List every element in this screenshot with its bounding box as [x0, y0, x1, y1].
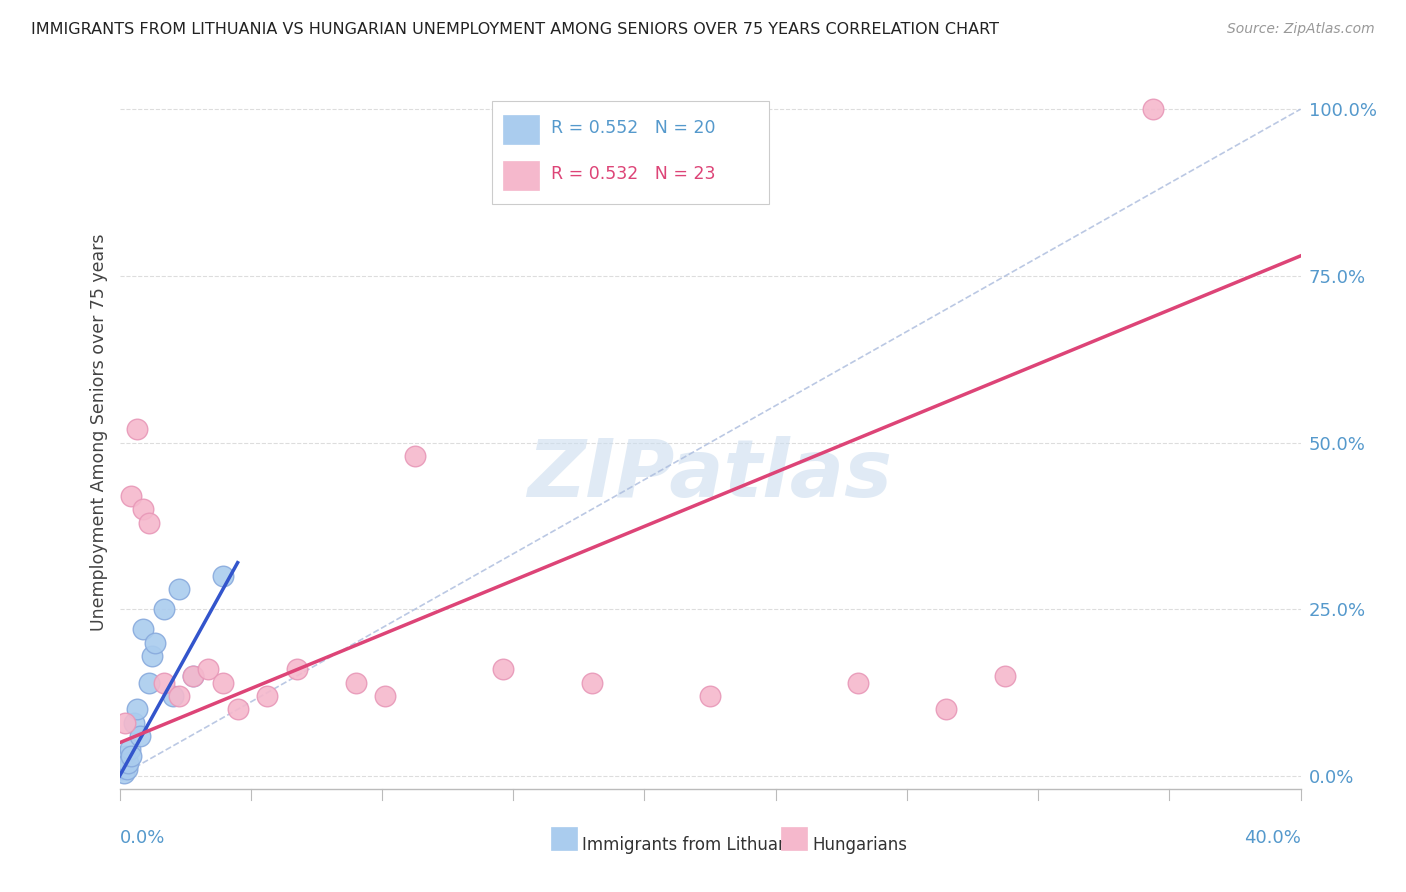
Point: [226, 702, 249, 716]
FancyBboxPatch shape: [780, 827, 807, 850]
Point: [167, 582, 190, 597]
Point: [344, 675, 367, 690]
Point: [162, 689, 184, 703]
Point: [285, 662, 308, 676]
Point: [118, 742, 141, 756]
Text: Hungarians: Hungarians: [813, 836, 908, 854]
Point: [935, 702, 957, 716]
Text: Immigrants from Lithuania: Immigrants from Lithuania: [582, 836, 804, 854]
Point: [138, 675, 160, 690]
Point: [143, 636, 166, 650]
Text: R = 0.552   N = 20: R = 0.552 N = 20: [551, 119, 716, 136]
Point: [994, 669, 1017, 683]
Text: 40.0%: 40.0%: [1244, 829, 1301, 847]
Point: [114, 715, 136, 730]
Point: [581, 675, 603, 690]
Point: [124, 715, 146, 730]
Point: [183, 669, 205, 683]
Point: [132, 623, 155, 637]
Point: [138, 516, 160, 530]
Point: [129, 729, 152, 743]
Text: Source: ZipAtlas.com: Source: ZipAtlas.com: [1227, 22, 1375, 37]
Point: [699, 689, 721, 703]
Point: [127, 422, 149, 436]
Point: [141, 648, 163, 663]
Point: [127, 702, 149, 716]
Point: [153, 675, 174, 690]
Point: [1142, 102, 1164, 116]
FancyBboxPatch shape: [492, 101, 769, 204]
Text: 0.0%: 0.0%: [120, 829, 165, 847]
Point: [211, 675, 233, 690]
Point: [120, 489, 142, 503]
Point: [492, 662, 515, 676]
Point: [211, 569, 233, 583]
FancyBboxPatch shape: [503, 115, 538, 144]
Point: [197, 662, 219, 676]
Point: [183, 669, 205, 683]
Point: [112, 765, 135, 780]
Text: IMMIGRANTS FROM LITHUANIA VS HUNGARIAN UNEMPLOYMENT AMONG SENIORS OVER 75 YEARS : IMMIGRANTS FROM LITHUANIA VS HUNGARIAN U…: [31, 22, 998, 37]
Point: [110, 763, 132, 777]
Point: [111, 756, 134, 770]
FancyBboxPatch shape: [551, 827, 576, 850]
Point: [120, 749, 142, 764]
Point: [132, 502, 155, 516]
Point: [115, 763, 138, 777]
Point: [153, 602, 174, 616]
Point: [117, 756, 139, 770]
Point: [114, 749, 136, 764]
Point: [846, 675, 869, 690]
Text: ZIPatlas: ZIPatlas: [527, 436, 893, 515]
Point: [374, 689, 396, 703]
Point: [167, 689, 190, 703]
FancyBboxPatch shape: [503, 161, 538, 190]
Text: R = 0.532   N = 23: R = 0.532 N = 23: [551, 165, 716, 183]
Point: [256, 689, 278, 703]
Point: [404, 449, 426, 463]
Y-axis label: Unemployment Among Seniors over 75 years: Unemployment Among Seniors over 75 years: [90, 234, 108, 632]
